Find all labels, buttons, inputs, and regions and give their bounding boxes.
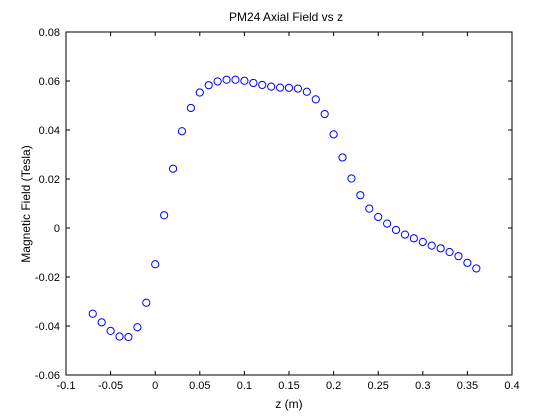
data-point <box>195 88 204 97</box>
x-tick-label: 0.25 <box>367 380 388 392</box>
y-tick-label: -0.04 <box>35 321 60 333</box>
x-tick-label: 0.1 <box>237 380 252 392</box>
x-tick-label: -0.05 <box>98 380 123 392</box>
y-tick-label: 0.02 <box>39 174 60 186</box>
data-point <box>213 77 222 86</box>
data-point <box>133 323 142 332</box>
y-tick-label: 0.08 <box>39 27 60 39</box>
data-point <box>151 260 160 269</box>
data-point <box>124 332 133 342</box>
data-point <box>374 212 383 222</box>
data-point <box>445 247 454 257</box>
data-point <box>436 244 445 253</box>
plot-area <box>65 31 513 376</box>
data-point <box>204 81 213 90</box>
y-tick-labels: -0.06 -0.04 -0.02 0 0.02 0.04 0.06 0.08 <box>35 27 60 382</box>
data-point <box>142 298 151 307</box>
data-point <box>97 318 106 327</box>
data-point <box>258 80 267 90</box>
y-tick-label: 0 <box>54 223 60 235</box>
chart-title: PM24 Axial Field vs z <box>229 10 343 24</box>
data-point <box>222 75 231 84</box>
data-point <box>463 258 472 267</box>
x-tick-label: -0.1 <box>57 380 76 392</box>
data-point <box>472 264 481 273</box>
x-tick-labels: -0.1 -0.05 0 0.05 0.1 0.15 0.2 0.25 0.3 0.35 0.4 <box>57 380 520 392</box>
data-point <box>454 252 463 261</box>
data-point <box>400 230 410 239</box>
x-axis-title: z (m) <box>275 397 302 411</box>
x-tick-label: 0.15 <box>278 380 299 392</box>
data-point <box>267 82 276 91</box>
data-point <box>302 87 311 96</box>
y-tick-label: 0.06 <box>39 76 60 88</box>
data-point <box>418 237 427 247</box>
x-tick-label: 0.05 <box>189 380 210 392</box>
axis-ticks <box>65 31 513 376</box>
x-tick-label: 0.2 <box>326 380 341 392</box>
x-tick-label: 0.4 <box>504 380 519 392</box>
data-point <box>160 211 169 220</box>
data-point <box>383 219 392 228</box>
x-tick-label: 0.3 <box>415 380 430 392</box>
data-points <box>88 75 481 342</box>
data-point <box>186 103 195 113</box>
data-point <box>329 130 338 139</box>
y-tick-label: -0.06 <box>35 370 60 382</box>
y-tick-label: -0.02 <box>35 272 60 284</box>
data-point <box>391 225 401 235</box>
data-point <box>240 76 249 85</box>
data-point <box>106 326 115 335</box>
data-point <box>249 78 258 88</box>
data-point <box>284 83 294 92</box>
data-point <box>311 95 320 104</box>
data-point <box>365 204 374 213</box>
x-tick-label: 0.35 <box>457 380 478 392</box>
data-point <box>320 109 329 119</box>
data-point <box>275 83 285 92</box>
data-point <box>409 234 418 243</box>
data-point <box>177 127 187 136</box>
data-point <box>231 75 240 84</box>
data-point <box>88 309 97 318</box>
data-point <box>168 164 178 173</box>
data-point <box>356 191 365 200</box>
data-point <box>347 174 356 183</box>
data-point <box>115 332 124 341</box>
data-point <box>338 153 347 162</box>
data-point <box>293 84 303 93</box>
y-axis-title: Magnetic Field (Tesla) <box>19 145 33 262</box>
x-tick-label: 0 <box>152 380 158 392</box>
data-point <box>427 241 436 250</box>
y-tick-label: 0.04 <box>39 125 60 137</box>
